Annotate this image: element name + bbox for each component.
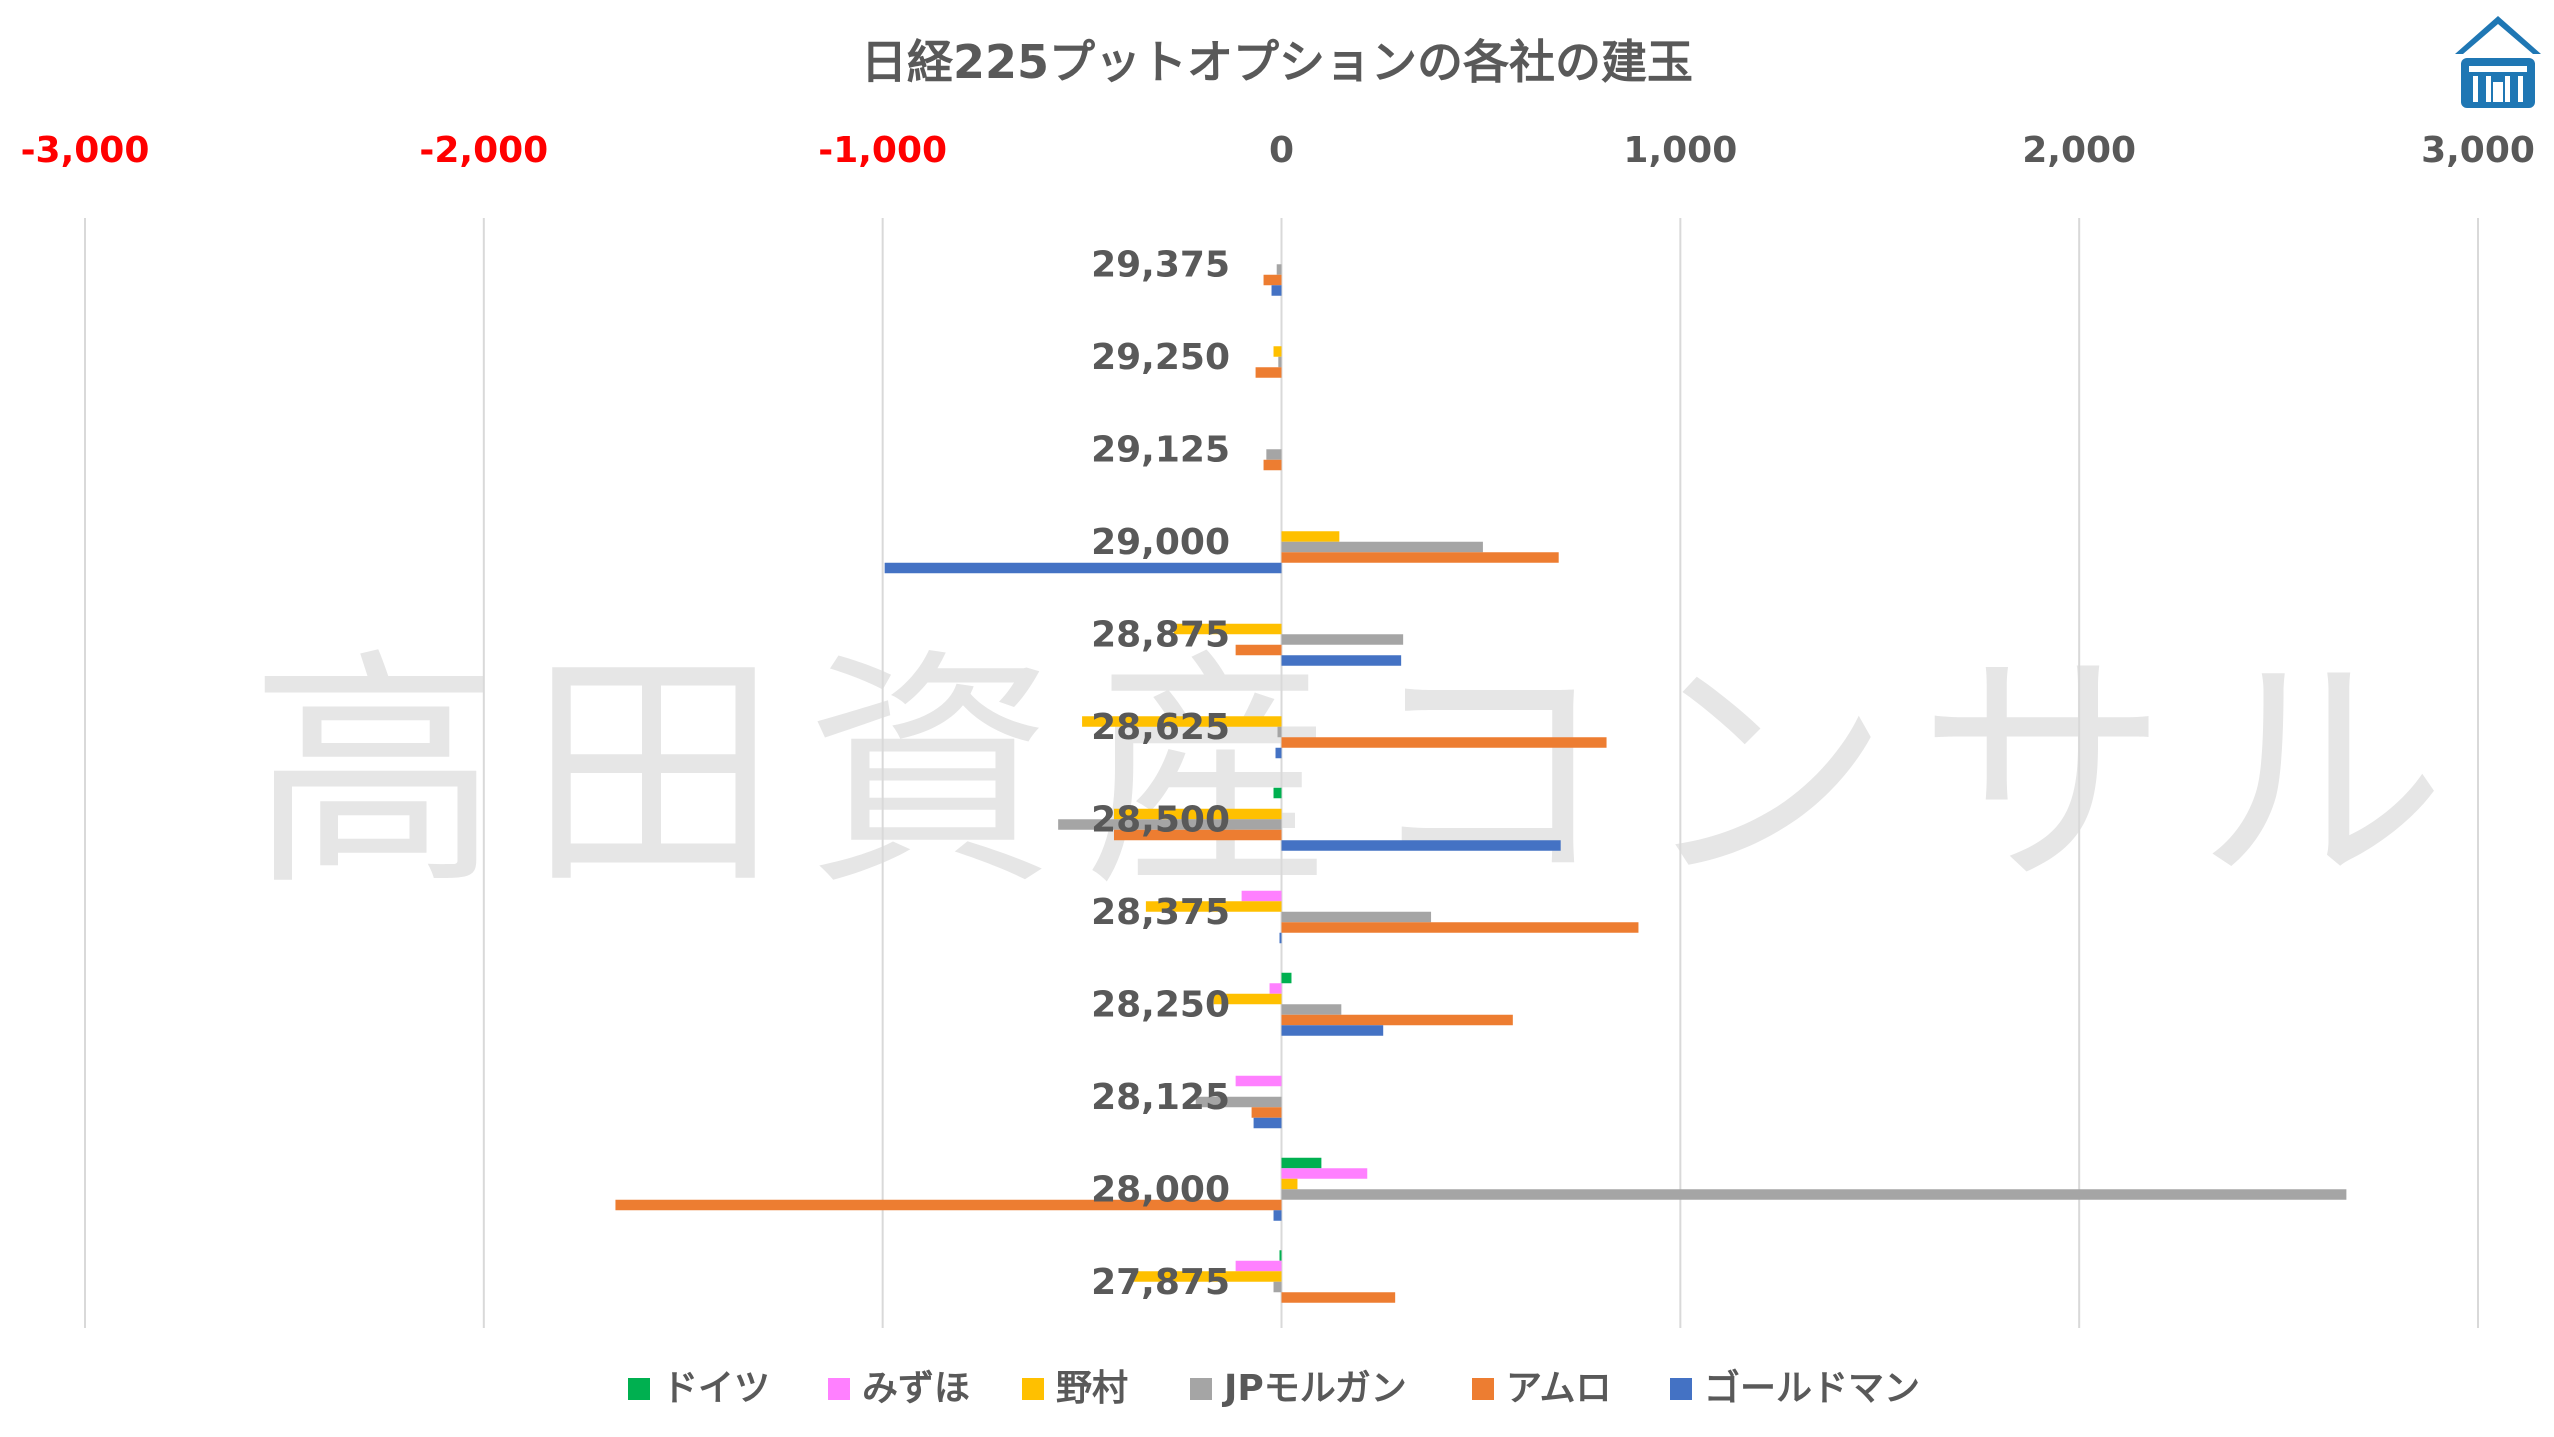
bar [1235,1075,1282,1087]
bar [1281,1168,1368,1179]
bar [1281,634,1404,645]
bar [1273,346,1282,357]
legend-label: アムロ [1506,1368,1611,1409]
bar [1278,356,1282,368]
bar [1281,1189,2347,1200]
bar [1271,285,1282,296]
legend-swatch [1022,1378,1044,1400]
bar [1173,623,1282,635]
y-tick-label: 28,250 [1091,984,1230,1025]
bar [1113,829,1282,841]
bar [1279,932,1282,944]
bar [1266,449,1282,460]
bar [615,1199,1282,1211]
bar [1281,922,1639,933]
bars [615,264,2347,1303]
bar [1281,911,1432,923]
x-axis-ticks: -3,000 -2,000 -1,000 0 1,000 2,000 3,000 [21,130,2535,171]
company-logo [2455,16,2541,108]
bar [1281,1178,1298,1190]
bar [1281,531,1340,542]
watermark: 高田資産コンサル [250,628,2474,919]
x-tick-label: 1,000 [1623,130,1737,171]
bar [1273,1281,1282,1293]
x-tick-label: 0 [1269,130,1294,171]
legend-label: 野村 [1056,1368,1128,1409]
y-tick-label: 27,875 [1091,1262,1230,1303]
bar [1255,367,1282,378]
y-tick-label: 28,625 [1091,707,1230,748]
legend-label: ゴールドマン [1704,1367,1920,1409]
bar [1281,972,1292,984]
bar [1253,1117,1282,1129]
y-tick-label: 29,125 [1091,429,1230,470]
bar [1281,737,1607,748]
bar [1263,459,1282,471]
y-tick-label: 28,875 [1091,614,1230,655]
bar [1273,1210,1282,1221]
bar [1281,1004,1342,1015]
bar [1241,890,1282,902]
bar [1281,1014,1513,1026]
y-tick-label: 28,375 [1091,892,1230,933]
x-tick-label: 2,000 [2022,130,2136,171]
bar [1275,747,1282,759]
legend: ドイツ みずほ 野村 JPモルガン アムロ ゴールドマン [628,1367,1920,1409]
bar [1281,1292,1396,1303]
y-tick-label: 28,000 [1091,1169,1230,1210]
legend-swatch [1670,1378,1692,1400]
bar [1281,655,1402,666]
bar [1145,901,1282,912]
y-tick-label: 28,500 [1091,799,1230,840]
bar [1235,644,1282,656]
bar [1082,716,1282,727]
chart-title: 日経225プットオプションの各社の建玉 [861,35,1693,89]
bar [1273,787,1282,799]
bar [1213,993,1282,1005]
y-tick-label: 28,125 [1091,1077,1230,1118]
bar [1058,819,1282,830]
y-tick-label: 29,000 [1091,522,1230,563]
legend-label: ドイツ [662,1368,770,1409]
bar [1279,1250,1282,1261]
bar [1281,1157,1322,1169]
bar [1131,1271,1282,1282]
bar [884,562,1282,574]
legend-swatch [1190,1378,1212,1400]
y-axis-labels: 29,375 29,250 29,125 29,000 28,875 28,625 28,5… [1091,244,1230,1303]
x-tick-label: -3,000 [21,130,150,171]
y-tick-label: 29,375 [1091,244,1230,285]
bar [1251,1107,1282,1118]
bar [1195,1096,1282,1108]
legend-swatch [628,1378,650,1400]
bar [1281,552,1559,563]
legend-swatch [1472,1378,1494,1400]
legend-label: JPモルガン [1221,1368,1407,1409]
legend-label: みずほ [862,1368,970,1409]
bar [1269,983,1282,994]
bar [1263,274,1282,286]
bar [1277,726,1282,738]
bar [1276,264,1282,275]
gridlines [84,218,2479,1328]
x-tick-label: -2,000 [419,130,548,171]
bar [1281,541,1483,553]
legend-swatch [828,1378,850,1400]
bar [1281,840,1561,851]
y-tick-label: 29,250 [1091,337,1230,378]
x-tick-label: 3,000 [2421,130,2535,171]
bar [1281,1025,1384,1036]
bar [1235,1260,1282,1272]
bar [1113,808,1282,820]
x-tick-label: -1,000 [818,130,947,171]
